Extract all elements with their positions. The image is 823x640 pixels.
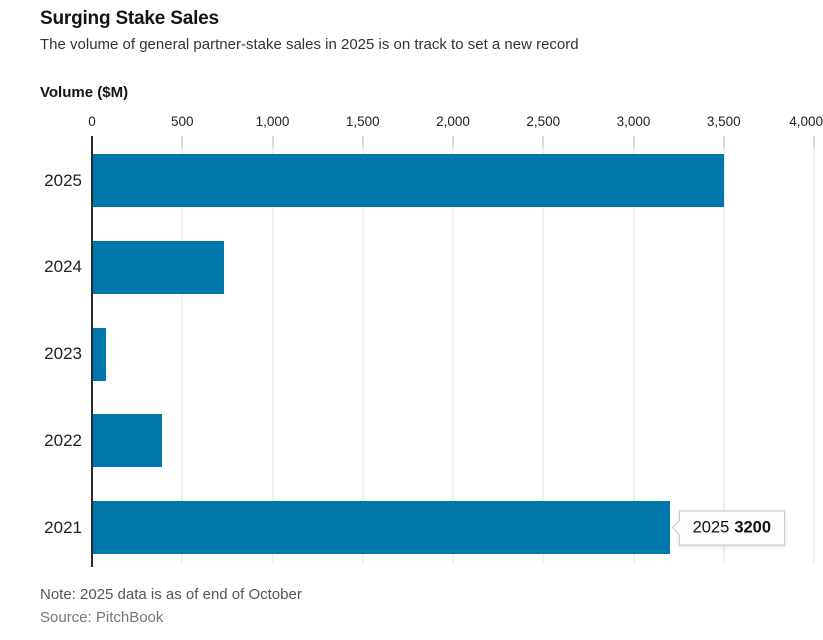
plot-area: 2025 3200 2025 2024 2023 2022 2021	[44, 136, 815, 568]
x-tick-mark	[452, 136, 454, 148]
tooltip: 2025 3200	[671, 510, 786, 546]
bar-row: 2023	[44, 327, 814, 381]
year-label: 2024	[44, 257, 82, 277]
bar-2023[interactable]	[92, 327, 107, 381]
year-label: 2023	[44, 344, 82, 364]
bar-row: 2021	[44, 501, 814, 555]
gridline	[723, 148, 725, 563]
year-label: 2021	[44, 517, 82, 537]
x-tick-label: 1,500	[345, 114, 380, 129]
x-tick-label: 3,000	[616, 114, 651, 129]
tooltip-value: 3200	[734, 518, 772, 537]
chart-source: Source: PitchBook	[40, 609, 164, 626]
x-tick-mark	[181, 136, 183, 148]
year-label: 2025	[44, 170, 82, 190]
y-axis-line	[91, 136, 93, 567]
bar-2022[interactable]	[92, 414, 163, 468]
x-axis: 0 500 1,000 1,500 2,000 2,500 3,000 3,500 4,000	[88, 114, 823, 148]
x-tick-label: 1,000	[255, 114, 290, 129]
chart-subtitle: The volume of general partner-stake sale…	[40, 36, 579, 53]
gridline	[542, 148, 544, 563]
x-tick-label: 0	[88, 114, 96, 129]
tooltip-year: 2025	[692, 518, 730, 537]
bar-2021[interactable]	[92, 501, 670, 555]
bar-row: 2024	[44, 240, 814, 294]
gridline	[362, 148, 364, 563]
bar-row: 2022	[44, 414, 814, 468]
x-tick-mark	[542, 136, 544, 148]
bar-2025[interactable]	[92, 154, 724, 207]
x-tick-mark	[633, 136, 634, 148]
gridline	[813, 148, 815, 563]
x-tick-mark	[362, 136, 364, 148]
bar-row: 2025	[44, 154, 814, 207]
x-tick-label: 4,000	[789, 114, 823, 129]
x-tick-mark	[272, 136, 273, 148]
x-tick-label: 3,500	[706, 114, 741, 129]
gridline	[633, 148, 634, 563]
gridline	[181, 148, 183, 563]
gridline	[452, 148, 454, 563]
axis-title: Volume ($M)	[40, 84, 129, 101]
x-tick-label: 2,500	[526, 114, 561, 129]
x-tick-label: 500	[170, 114, 194, 129]
chart-title: Surging Stake Sales	[40, 8, 219, 29]
x-tick-mark	[723, 136, 725, 148]
gridline	[272, 148, 273, 563]
x-tick-mark	[813, 136, 815, 148]
x-tick-label: 2,000	[436, 114, 470, 129]
year-label: 2022	[44, 430, 82, 450]
chart-note: Note: 2025 data is as of end of October	[40, 586, 302, 603]
bar-2024[interactable]	[92, 240, 224, 294]
